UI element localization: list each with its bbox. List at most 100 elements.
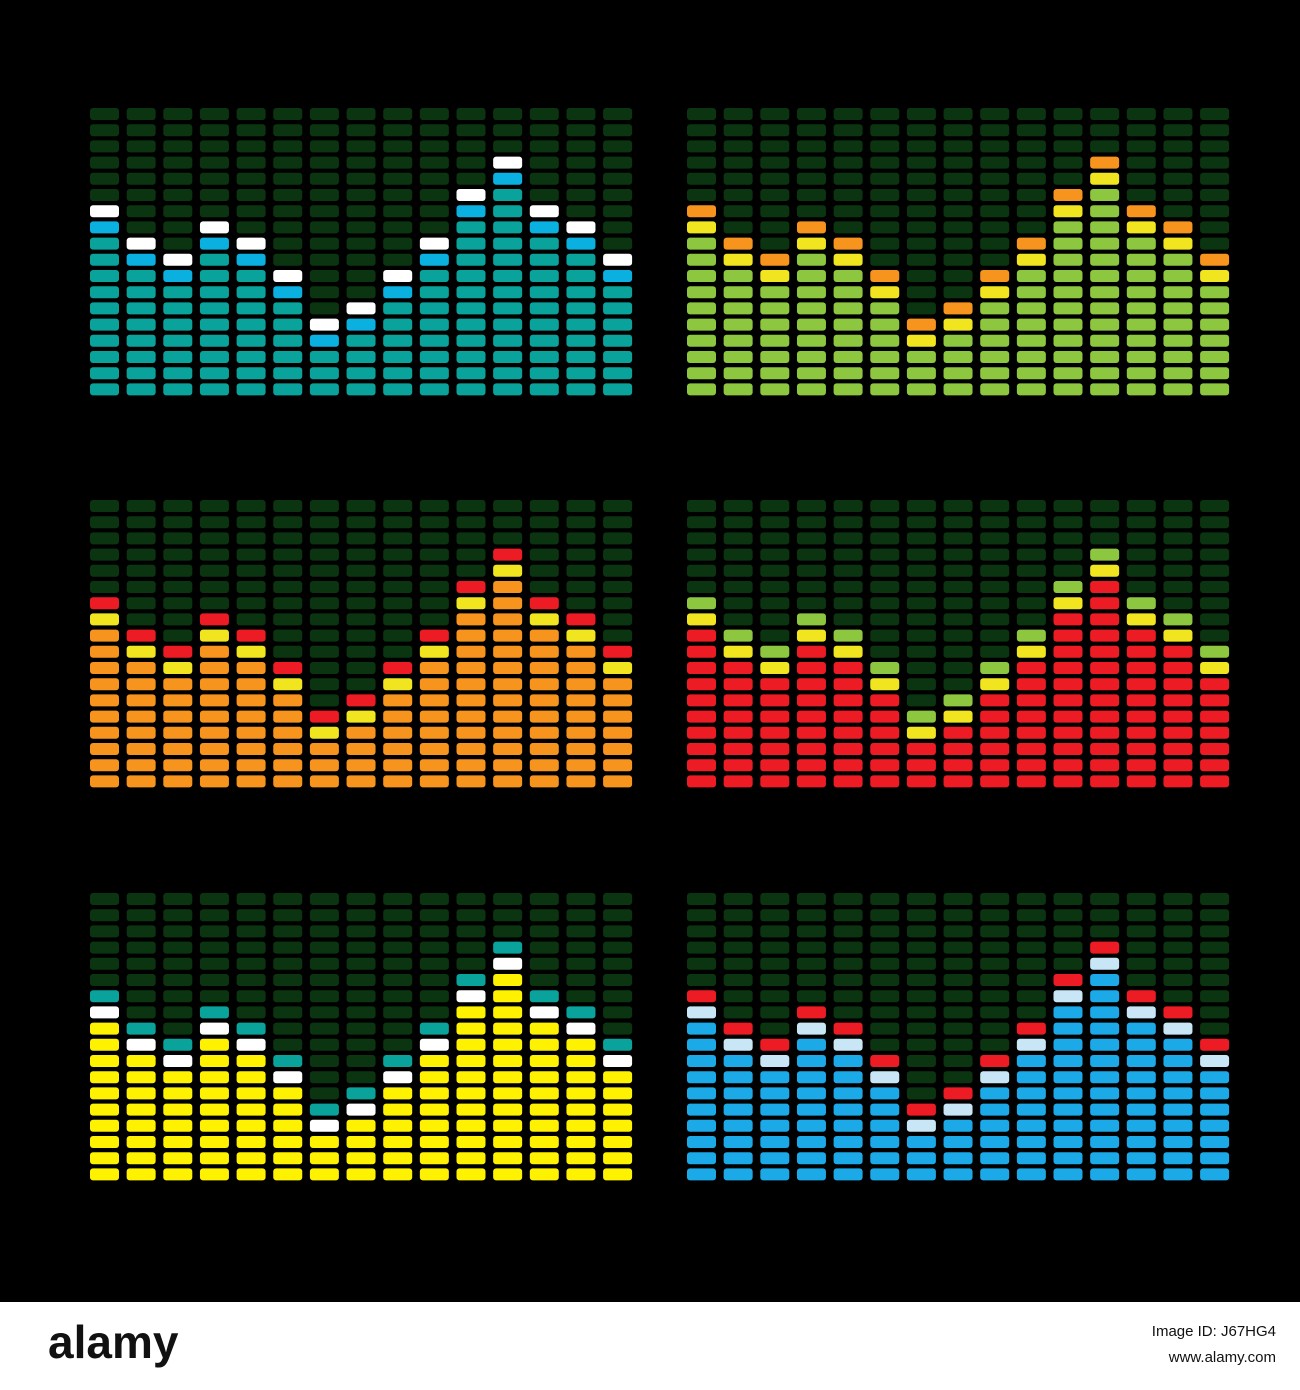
segment	[796, 108, 826, 120]
segment	[1053, 893, 1083, 905]
segment	[126, 351, 156, 363]
segment	[163, 516, 193, 529]
segment	[419, 1168, 449, 1181]
segment	[383, 108, 413, 120]
segment	[943, 270, 973, 282]
segment	[1016, 645, 1046, 658]
segment	[309, 221, 339, 234]
segment	[870, 205, 900, 218]
segment	[236, 1006, 266, 1019]
segment	[1200, 237, 1230, 250]
segment	[90, 140, 119, 153]
equalizer-column	[236, 893, 266, 1181]
segment	[1090, 581, 1120, 593]
segment	[723, 710, 753, 723]
segment	[760, 1136, 790, 1148]
segment	[1016, 1055, 1046, 1067]
segment	[1090, 1022, 1120, 1035]
segment	[1163, 124, 1193, 137]
segment	[833, 108, 863, 120]
segment	[126, 334, 156, 347]
segment	[346, 124, 376, 137]
segment	[1090, 694, 1120, 707]
segment	[236, 302, 266, 315]
segment	[760, 270, 790, 282]
segment	[456, 974, 486, 986]
segment	[1200, 108, 1230, 120]
segment	[456, 270, 486, 282]
segment	[1126, 662, 1156, 674]
segment	[566, 383, 596, 396]
segment	[493, 1006, 523, 1019]
segment	[529, 893, 559, 905]
segment	[199, 532, 229, 545]
segment	[1016, 1152, 1046, 1165]
equalizer-column	[603, 108, 633, 396]
segment	[1163, 1103, 1193, 1116]
segment	[346, 500, 376, 512]
segment	[943, 351, 973, 363]
segment	[980, 156, 1010, 169]
segment	[236, 1087, 266, 1100]
segment	[309, 318, 339, 331]
segment	[833, 941, 863, 954]
segment	[943, 990, 973, 1003]
segment	[1090, 710, 1120, 723]
segment	[273, 270, 303, 282]
segment	[760, 1055, 790, 1067]
segment	[760, 759, 790, 772]
segment	[199, 1119, 229, 1132]
segment	[126, 1071, 156, 1084]
segment	[163, 1136, 193, 1148]
segment	[870, 941, 900, 954]
segment	[796, 662, 826, 674]
segment	[1016, 189, 1046, 201]
segment	[163, 941, 193, 954]
segment	[1090, 974, 1120, 986]
segment	[1163, 516, 1193, 529]
segment	[1163, 743, 1193, 755]
segment	[309, 941, 339, 954]
segment	[1126, 189, 1156, 201]
segment	[796, 1103, 826, 1116]
segment	[1163, 662, 1193, 674]
segment	[760, 1103, 790, 1116]
segment	[760, 205, 790, 218]
equalizer-panel	[90, 893, 633, 1181]
segment	[163, 500, 193, 512]
segment	[456, 189, 486, 201]
segment	[603, 1038, 633, 1051]
segment	[346, 1087, 376, 1100]
segment	[980, 759, 1010, 772]
segment	[383, 957, 413, 970]
segment	[1016, 156, 1046, 169]
segment	[1200, 759, 1230, 772]
equalizer-column	[1090, 108, 1120, 396]
segment	[126, 124, 156, 137]
segment	[1053, 1055, 1083, 1067]
segment	[687, 1038, 716, 1051]
segment	[906, 613, 936, 626]
segment	[273, 957, 303, 970]
segment	[603, 367, 633, 380]
segment	[603, 678, 633, 691]
segment	[1126, 597, 1156, 610]
segment	[346, 678, 376, 691]
segment	[603, 694, 633, 707]
segment	[796, 1038, 826, 1051]
segment	[796, 156, 826, 169]
segment	[1053, 302, 1083, 315]
segment	[980, 516, 1010, 529]
segment	[687, 124, 716, 137]
segment	[163, 597, 193, 610]
segment	[456, 221, 486, 234]
segment	[833, 318, 863, 331]
equalizer-column	[273, 893, 303, 1181]
segment	[126, 597, 156, 610]
segment	[1200, 974, 1230, 986]
segment	[1163, 726, 1193, 739]
segment	[419, 743, 449, 755]
segment	[1053, 1103, 1083, 1116]
segment	[346, 318, 376, 331]
segment	[1126, 140, 1156, 153]
